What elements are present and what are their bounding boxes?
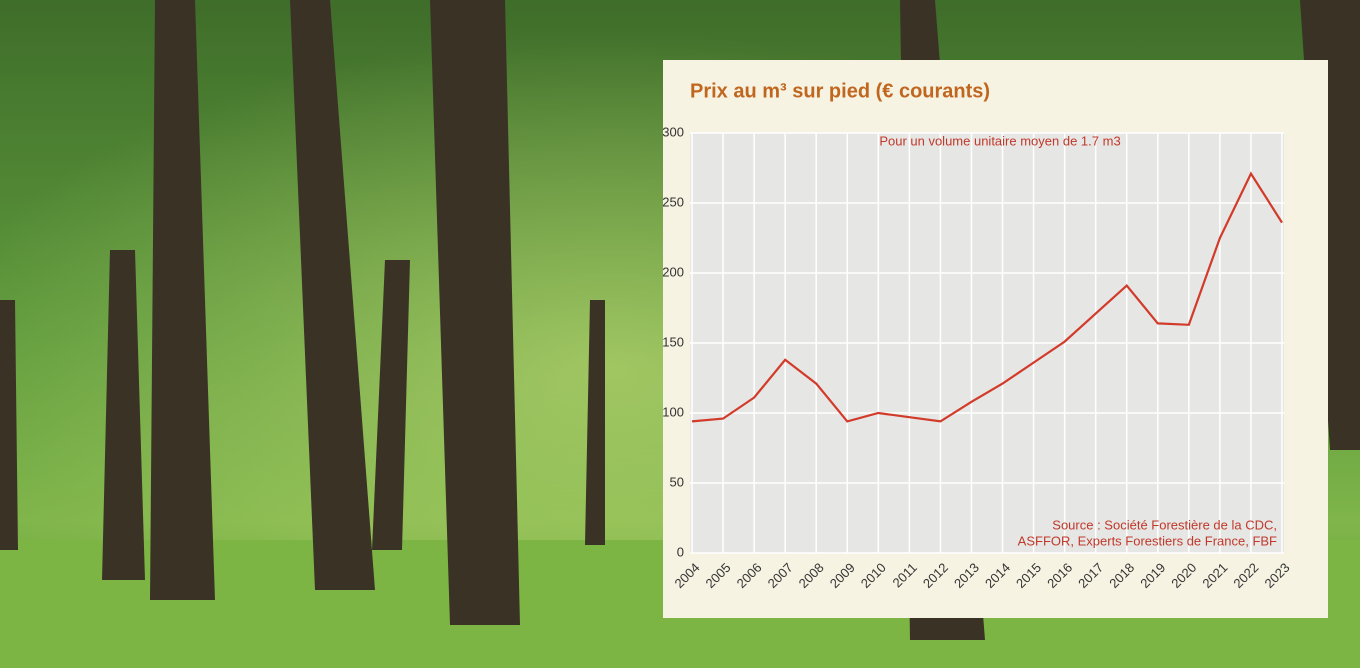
- y-tick-label: 50: [670, 474, 684, 489]
- y-tick-label: 300: [662, 124, 684, 139]
- data-line: [691, 171, 1283, 423]
- chart-title: Prix au m³ sur pied (€ courants): [690, 80, 990, 102]
- y-tick-label: 200: [662, 264, 684, 279]
- y-tick-label: 100: [662, 404, 684, 419]
- source-note: ASFFOR, Experts Forestiers de France, FB…: [1018, 533, 1277, 548]
- source-note: Source : Société Forestière de la CDC,: [1052, 517, 1277, 532]
- chart-subtitle: Pour un volume unitaire moyen de 1.7 m3: [879, 133, 1120, 148]
- y-tick-label: 0: [677, 544, 684, 559]
- y-tick-label: 250: [662, 194, 684, 209]
- y-tick-label: 150: [662, 334, 684, 349]
